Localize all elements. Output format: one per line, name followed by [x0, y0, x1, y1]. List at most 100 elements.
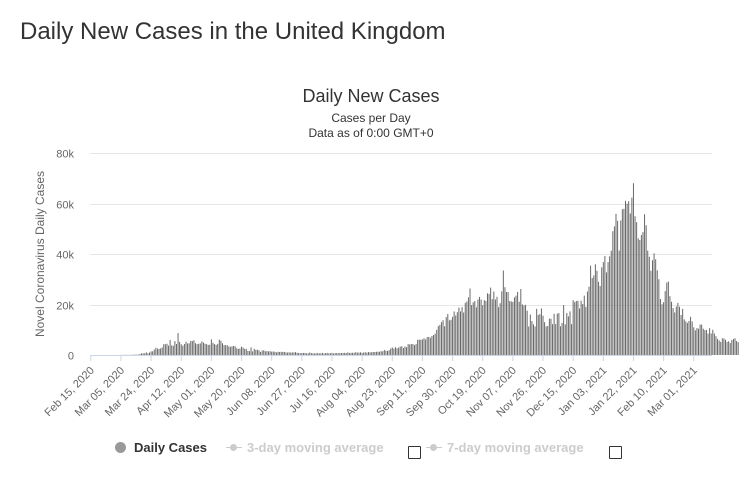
bar [175, 344, 177, 355]
bar [218, 339, 220, 355]
bar [202, 342, 204, 355]
bar [460, 311, 461, 355]
bar [393, 348, 395, 355]
chart-title: Daily New Cases [302, 86, 439, 106]
bar [177, 333, 179, 355]
bar [307, 353, 309, 355]
bar [361, 352, 363, 355]
bar [586, 291, 588, 355]
bar [612, 231, 614, 355]
bar [256, 349, 258, 355]
bar [414, 345, 415, 355]
bar [149, 352, 150, 355]
bar [467, 297, 469, 355]
bar [428, 336, 430, 355]
bar [453, 311, 455, 355]
bar [718, 340, 720, 355]
bar [563, 304, 565, 355]
checkbox-7-day-average[interactable] [609, 446, 622, 459]
bar [590, 265, 592, 355]
chart-subtitle-line2: Data as of 0:00 GMT+0 [308, 126, 433, 140]
bar [682, 308, 684, 355]
bar [488, 293, 490, 355]
bar [569, 311, 571, 355]
bar [323, 353, 325, 355]
legend-item-daily-cases[interactable]: Daily Cases [115, 440, 207, 455]
bar [288, 352, 290, 355]
bar [688, 320, 690, 355]
bar [152, 351, 154, 355]
bar [206, 344, 208, 355]
legend-item-3-day-average[interactable]: 3-day moving average [226, 440, 384, 455]
bar [306, 353, 308, 355]
bar [212, 342, 214, 355]
bar [729, 343, 731, 355]
bar [701, 324, 703, 355]
bar [364, 352, 366, 355]
bar [466, 301, 468, 355]
bar [463, 312, 465, 355]
y-axis-title: Novel Coronavirus Daily Cases [33, 171, 47, 337]
bar [407, 344, 409, 355]
bar [260, 351, 262, 355]
bar [732, 338, 734, 355]
bar [161, 347, 163, 355]
bar [345, 353, 347, 355]
bar [545, 326, 547, 355]
bar [350, 352, 352, 355]
bar [490, 287, 492, 355]
bar [150, 351, 152, 355]
bar [406, 347, 408, 355]
bar [704, 330, 706, 355]
bar [437, 326, 439, 355]
bar [363, 352, 365, 355]
bar [329, 353, 331, 355]
bar [380, 351, 382, 355]
bar [552, 324, 554, 355]
bar [383, 349, 385, 355]
bar [399, 346, 401, 355]
bar [253, 348, 255, 355]
bar [404, 346, 406, 355]
bar [469, 288, 471, 355]
bar [639, 240, 641, 355]
bar [574, 302, 576, 355]
bar [144, 353, 146, 355]
bar [229, 346, 231, 355]
bar [725, 339, 726, 355]
bar [604, 255, 606, 355]
bar [506, 291, 508, 355]
bar [609, 256, 611, 355]
checkbox-3-day-average[interactable] [408, 446, 421, 459]
bar [169, 340, 171, 355]
bar [471, 305, 473, 355]
bar [244, 348, 246, 355]
bar [160, 348, 162, 355]
bar [314, 353, 316, 355]
bar [618, 250, 620, 355]
bar [190, 340, 192, 355]
bar [632, 183, 634, 355]
legend-item-7-day-average[interactable]: 7-day moving average [426, 440, 584, 455]
bar [674, 312, 676, 355]
bar [510, 301, 512, 355]
bar [242, 347, 244, 355]
bar [728, 341, 730, 355]
bar [672, 308, 674, 355]
bar [653, 253, 655, 355]
legend-label: 7-day moving average [447, 440, 584, 455]
bar [483, 300, 485, 355]
bar [296, 352, 298, 355]
bar [172, 345, 174, 355]
bar [644, 214, 646, 355]
bar [153, 349, 155, 355]
bar [737, 342, 739, 355]
bar [582, 304, 584, 355]
bar [656, 270, 658, 355]
y-tick-label: 80k [56, 149, 74, 161]
circle-marker-icon [115, 442, 126, 453]
bar [347, 352, 349, 355]
bar [387, 350, 388, 355]
bar [504, 287, 506, 355]
